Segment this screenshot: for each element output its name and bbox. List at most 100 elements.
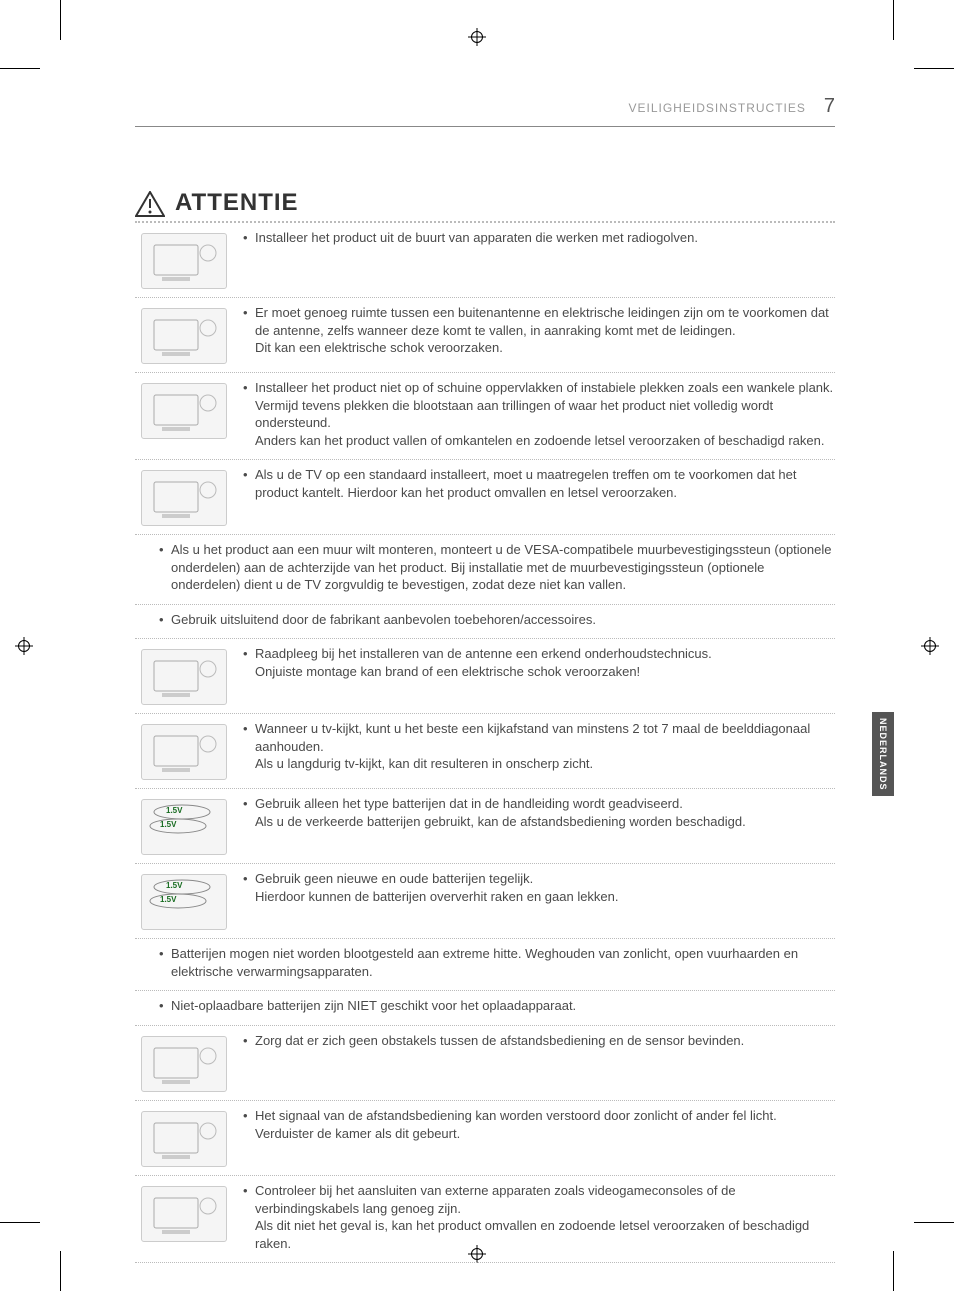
crop-mark <box>60 1251 61 1291</box>
instruction-row-full: Als u het product aan een muur wilt mont… <box>135 535 835 605</box>
illustration-cell <box>135 720 233 780</box>
instruction-text-cell: Raadpleeg bij het installeren van de ant… <box>233 645 835 705</box>
instruction-sub: Als u de verkeerde batterijen gebruikt, … <box>255 813 835 831</box>
illustration-cell: 1.5V1.5V <box>135 870 233 930</box>
battery-same-icon: 1.5V1.5V <box>141 799 227 855</box>
instruction-row-full: Batterijen mogen niet worden blootgestel… <box>135 939 835 991</box>
crop-mark <box>893 1251 894 1291</box>
instruction-sub: Onjuiste montage kan brand of een elektr… <box>255 663 835 681</box>
instruction-main: Raadpleeg bij het installeren van de ant… <box>255 646 712 661</box>
instruction-text-cell: Controleer bij het aansluiten van extern… <box>233 1182 835 1254</box>
instruction-text-cell: Gebruik geen nieuwe en oude batterijen t… <box>233 870 835 930</box>
illustration-distance-icon <box>141 724 227 780</box>
instruction-text-cell: Installeer het product uit de buurt van … <box>233 229 835 289</box>
instruction-text-cell: Gebruik alleen het type batterijen dat i… <box>233 795 835 855</box>
instruction-main: Gebruik geen nieuwe en oude batterijen t… <box>255 871 533 886</box>
battery-mixed-icon: 1.5V1.5V <box>141 874 227 930</box>
illustration-cell <box>135 466 233 526</box>
instruction-sub: Anders kan het product vallen of omkante… <box>255 432 835 450</box>
instruction-text: Gebruik uitsluitend door de fabrikant aa… <box>157 611 835 629</box>
instruction-sub: Dit kan een elektrische schok veroorzake… <box>255 339 835 357</box>
instruction-row: 1.5V1.5V Gebruik alleen het type batterij… <box>135 789 835 864</box>
instruction-row-full: Gebruik uitsluitend door de fabrikant aa… <box>135 605 835 640</box>
illustration-cell <box>135 1107 233 1167</box>
instruction-text: Raadpleeg bij het installeren van de ant… <box>241 645 835 680</box>
page-number: 7 <box>824 95 835 118</box>
illustration-cell <box>135 379 233 451</box>
instruction-sub: Als dit niet het geval is, kan het produ… <box>255 1217 835 1252</box>
illustration-remote-icon <box>141 1036 227 1092</box>
instruction-row: Het signaal van de afstandsbediening kan… <box>135 1101 835 1176</box>
illustration-cell <box>135 304 233 364</box>
instruction-row: Zorg dat er zich geen obstakels tussen d… <box>135 1026 835 1101</box>
instruction-row: Als u de TV op een standaard installeert… <box>135 460 835 535</box>
instruction-main: Gebruik alleen het type batterijen dat i… <box>255 796 683 811</box>
instruction-row: Raadpleeg bij het installeren van de ant… <box>135 639 835 714</box>
instruction-main: Installeer het product niet op of schuin… <box>255 380 833 430</box>
instruction-main: Het signaal van de afstandsbediening kan… <box>255 1108 777 1141</box>
instruction-text: Als u de TV op een standaard installeert… <box>241 466 835 501</box>
crop-mark <box>914 1222 954 1223</box>
instruction-text: Het signaal van de afstandsbediening kan… <box>241 1107 835 1142</box>
instruction-main: Als u de TV op een standaard installeert… <box>255 467 797 500</box>
instruction-text: Als u het product aan een muur wilt mont… <box>157 541 835 594</box>
instruction-text-cell: Als u de TV op een standaard installeert… <box>233 466 835 526</box>
instruction-sub: Als u langdurig tv-kijkt, kan dit result… <box>255 755 835 773</box>
instruction-row-full: Niet-oplaadbare batterijen zijn NIET ges… <box>135 991 835 1026</box>
instruction-text: Gebruik geen nieuwe en oude batterijen t… <box>241 870 835 905</box>
instruction-text-cell: Installeer het product niet op of schuin… <box>233 379 835 451</box>
instruction-text-cell: Het signaal van de afstandsbediening kan… <box>233 1107 835 1167</box>
instruction-row: Wanneer u tv-kijkt, kunt u het beste een… <box>135 714 835 789</box>
instruction-text-cell: Wanneer u tv-kijkt, kunt u het beste een… <box>233 720 835 780</box>
instruction-row: 1.5V1.5V Gebruik geen nieuwe en oude batt… <box>135 864 835 939</box>
illustration-technician-icon <box>141 649 227 705</box>
illustration-sunlight-icon <box>141 1111 227 1167</box>
illustration-unstable-icon <box>141 383 227 439</box>
attentie-title: ATTENTIE <box>175 189 299 217</box>
crop-mark <box>60 0 61 40</box>
instruction-text: Wanneer u tv-kijkt, kunt u het beste een… <box>241 720 835 773</box>
illustration-cell <box>135 645 233 705</box>
illustration-antenna-icon <box>141 308 227 364</box>
instruction-main: Controleer bij het aansluiten van extern… <box>255 1183 736 1216</box>
illustration-cell: 1.5V1.5V <box>135 795 233 855</box>
instruction-main: Wanneer u tv-kijkt, kunt u het beste een… <box>255 721 810 754</box>
illustration-console-icon <box>141 1186 227 1242</box>
instruction-main: Installeer het product uit de buurt van … <box>255 230 698 245</box>
instruction-sub: Hierdoor kunnen de batterijen oververhit… <box>255 888 835 906</box>
registration-mark-icon <box>921 637 939 655</box>
page-header: VEILIGHEIDSINSTRUCTIES 7 <box>135 95 835 127</box>
instruction-text: Niet-oplaadbare batterijen zijn NIET ges… <box>157 997 835 1015</box>
crop-mark <box>914 68 954 69</box>
illustration-cell <box>135 1182 233 1254</box>
instruction-text: Er moet genoeg ruimte tussen een buitena… <box>241 304 835 357</box>
instruction-row: Er moet genoeg ruimte tussen een buitena… <box>135 298 835 373</box>
instruction-text: Controleer bij het aansluiten van extern… <box>241 1182 835 1252</box>
crop-mark <box>0 1222 40 1223</box>
registration-mark-icon <box>15 637 33 655</box>
illustration-stand-icon <box>141 470 227 526</box>
instruction-text: Installeer het product uit de buurt van … <box>241 229 835 247</box>
crop-mark <box>893 0 894 40</box>
instruction-row: Installeer het product uit de buurt van … <box>135 223 835 298</box>
instruction-text: Gebruik alleen het type batterijen dat i… <box>241 795 835 830</box>
instruction-text: Batterijen mogen niet worden blootgestel… <box>157 945 835 980</box>
warning-triangle-icon <box>135 191 165 217</box>
instruction-text-cell: Zorg dat er zich geen obstakels tussen d… <box>233 1032 835 1092</box>
instruction-text: Installeer het product niet op of schuin… <box>241 379 835 449</box>
instruction-row: Controleer bij het aansluiten van extern… <box>135 1176 835 1263</box>
illustration-radio-icon <box>141 233 227 289</box>
instruction-main: Er moet genoeg ruimte tussen een buitena… <box>255 305 829 338</box>
registration-mark-icon <box>468 28 486 46</box>
language-tab: NEDERLANDS <box>872 712 894 796</box>
illustration-cell <box>135 1032 233 1092</box>
section-title: VEILIGHEIDSINSTRUCTIES <box>629 101 806 115</box>
instruction-main: Zorg dat er zich geen obstakels tussen d… <box>255 1033 744 1048</box>
instruction-text: Zorg dat er zich geen obstakels tussen d… <box>241 1032 835 1050</box>
instruction-text-cell: Er moet genoeg ruimte tussen een buitena… <box>233 304 835 364</box>
instruction-row: Installeer het product niet op of schuin… <box>135 373 835 460</box>
attentie-heading: ATTENTIE <box>135 189 835 223</box>
crop-mark <box>0 68 40 69</box>
illustration-cell <box>135 229 233 289</box>
page-content: VEILIGHEIDSINSTRUCTIES 7 ATTENTIE Instal… <box>135 95 835 1263</box>
